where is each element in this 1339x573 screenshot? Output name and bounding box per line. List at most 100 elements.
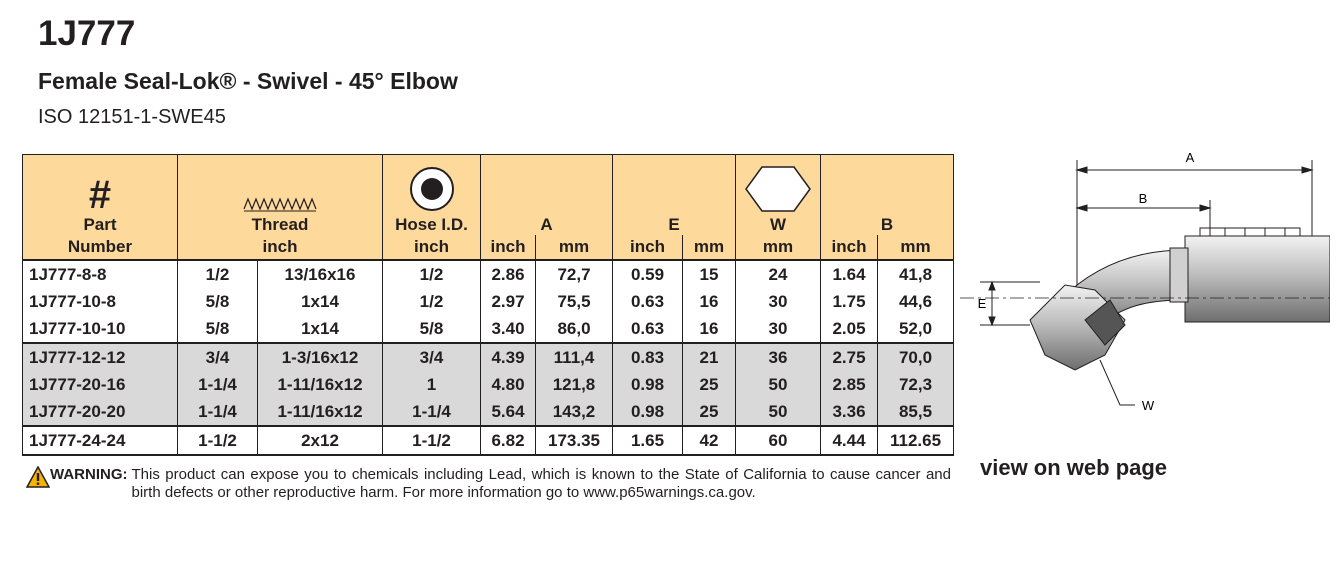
dim-label-e: E [978, 296, 987, 311]
dim-label-w: W [1142, 398, 1155, 413]
column-icon [745, 166, 811, 212]
table-row: 1J777-10-8 5/8 1x14 1/2 2.97 75,5 0.63 16 30 1.75… [22, 288, 954, 315]
table-cell: 2.86 [480, 260, 536, 288]
unit-header: inch [612, 235, 683, 261]
table-row: 1J777-20-16 1-1/4 1-11/16x12 1 4.80 121,8 0.98… [22, 371, 954, 398]
table-cell: 2.05 [820, 315, 878, 343]
table-row: 1J777-10-10 5/8 1x14 5/8 3.40 86,0 0.63 16 30 2.0… [22, 315, 954, 343]
units-row: Number inch inch inch mm inch mm mm inch mm [22, 235, 954, 261]
table-cell: 3/4 [177, 343, 258, 371]
table-cell: 143,2 [535, 398, 613, 426]
table-cell: 86,0 [535, 315, 613, 343]
warning-label: WARNING: [50, 466, 128, 483]
table-cell: 2.85 [820, 371, 878, 398]
table-cell: 1J777-8-8 [22, 260, 178, 288]
table-cell: 121,8 [535, 371, 613, 398]
table-cell: 1J777-20-20 [22, 398, 178, 426]
table-cell: 3.40 [480, 315, 536, 343]
table-cell: 72,7 [535, 260, 613, 288]
table-cell: 25 [682, 398, 736, 426]
table-cell: 111,4 [535, 343, 613, 371]
table-cell: 1.64 [820, 260, 878, 288]
table-cell: 5.64 [480, 398, 536, 426]
table-cell: 15 [682, 260, 736, 288]
table-row: 1J777-20-20 1-1/4 1-11/16x12 1-1/4 5.64 143,2… [22, 398, 954, 426]
column-header: Hose I.D. [382, 154, 481, 235]
table-cell: 5/8 [177, 288, 258, 315]
table-cell: 173.35 [535, 426, 613, 455]
table-cell: 24 [735, 260, 821, 288]
dim-label-b: B [1139, 191, 1148, 206]
table-cell: 1/2 [177, 260, 258, 288]
unit-header: mm [735, 235, 821, 261]
column-header: A [480, 154, 613, 235]
subtitle: Female Seal-Lok® - Swivel - 45° Elbow [38, 68, 458, 94]
fitting-diagram: A B E W [960, 150, 1330, 413]
table-cell: 1/2 [382, 260, 481, 288]
column-label: Part [83, 215, 117, 234]
table-cell: 1x14 [257, 315, 383, 343]
table-cell: 70,0 [877, 343, 954, 371]
table-cell: 21 [682, 343, 736, 371]
table-cell: 0.98 [612, 371, 683, 398]
table-row: 1J777-12-12 3/4 1-3/16x12 3/4 4.39 111,4 0.83 2… [22, 343, 954, 371]
table-cell: 1J777-24-24 [22, 426, 178, 455]
spec-table: # Part Thread Hose I.D. A E W B Number inch inch i… [22, 154, 954, 456]
table-cell: 0.83 [612, 343, 683, 371]
table-cell: 1J777-12-12 [22, 343, 178, 371]
title: 1J777 [38, 14, 136, 53]
table-cell: 16 [682, 315, 736, 343]
table-cell: 1J777-10-8 [22, 288, 178, 315]
table-cell: 4.39 [480, 343, 536, 371]
table-cell: 1.75 [820, 288, 878, 315]
column-label: Hose I.D. [395, 215, 468, 234]
unit-header: mm [877, 235, 954, 261]
table-cell: 0.63 [612, 288, 683, 315]
table-cell: 2.75 [820, 343, 878, 371]
web-link[interactable]: view on web page [980, 455, 1168, 480]
table-cell: 1-11/16x12 [257, 371, 383, 398]
table-cell: 60 [735, 426, 821, 455]
row-group: 1J777-12-12 3/4 1-3/16x12 3/4 4.39 111,4 0.83 2… [22, 343, 954, 426]
column-label: B [880, 215, 894, 234]
table-cell: 1.65 [612, 426, 683, 455]
table-cell: 72,3 [877, 371, 954, 398]
table-cell: 2x12 [257, 426, 383, 455]
unit-header: mm [682, 235, 736, 261]
table-cell: 0.63 [612, 315, 683, 343]
table-cell: 3/4 [382, 343, 481, 371]
table-cell: 44,6 [877, 288, 954, 315]
row-group: 1J777-24-24 1-1/2 2x12 1-1/2 6.82 173.35 1.65 4… [22, 426, 954, 455]
table-cell: 1-1/4 [177, 398, 258, 426]
column-icon [409, 167, 454, 211]
table-cell: 13/16x16 [257, 260, 383, 288]
table-cell: 85,5 [877, 398, 954, 426]
warning-label-wrap: WARNING: [26, 466, 128, 502]
unit-header: inch [480, 235, 536, 261]
column-header: W [735, 154, 821, 235]
dim-label-a: A [1186, 150, 1195, 165]
table-cell: 36 [735, 343, 821, 371]
column-header: Thread [177, 154, 383, 235]
column-header: E [612, 154, 736, 235]
table-cell: 1-1/4 [382, 398, 481, 426]
table-cell: 5/8 [382, 315, 481, 343]
table-cell: 41,8 [877, 260, 954, 288]
column-symbol: # [88, 173, 112, 217]
table-cell: 6.82 [480, 426, 536, 455]
table-cell: 4.80 [480, 371, 536, 398]
table-cell: 0.98 [612, 398, 683, 426]
row-group: 1J777-8-8 1/2 13/16x16 1/2 2.86 72,7 0.59 15 24 1… [22, 260, 954, 343]
table-cell: 50 [735, 371, 821, 398]
table-cell: 0.59 [612, 260, 683, 288]
table-cell: 1-1/2 [382, 426, 481, 455]
table-cell: 1J777-10-10 [22, 315, 178, 343]
column-icon [243, 197, 317, 212]
table-cell: 1-1/2 [177, 426, 258, 455]
table-cell: 1-11/16x12 [257, 398, 383, 426]
table-cell: 112.65 [877, 426, 954, 455]
warning-text: This product can expose you to chemicals… [131, 466, 952, 501]
table-cell: 16 [682, 288, 736, 315]
column-label: W [769, 215, 787, 234]
